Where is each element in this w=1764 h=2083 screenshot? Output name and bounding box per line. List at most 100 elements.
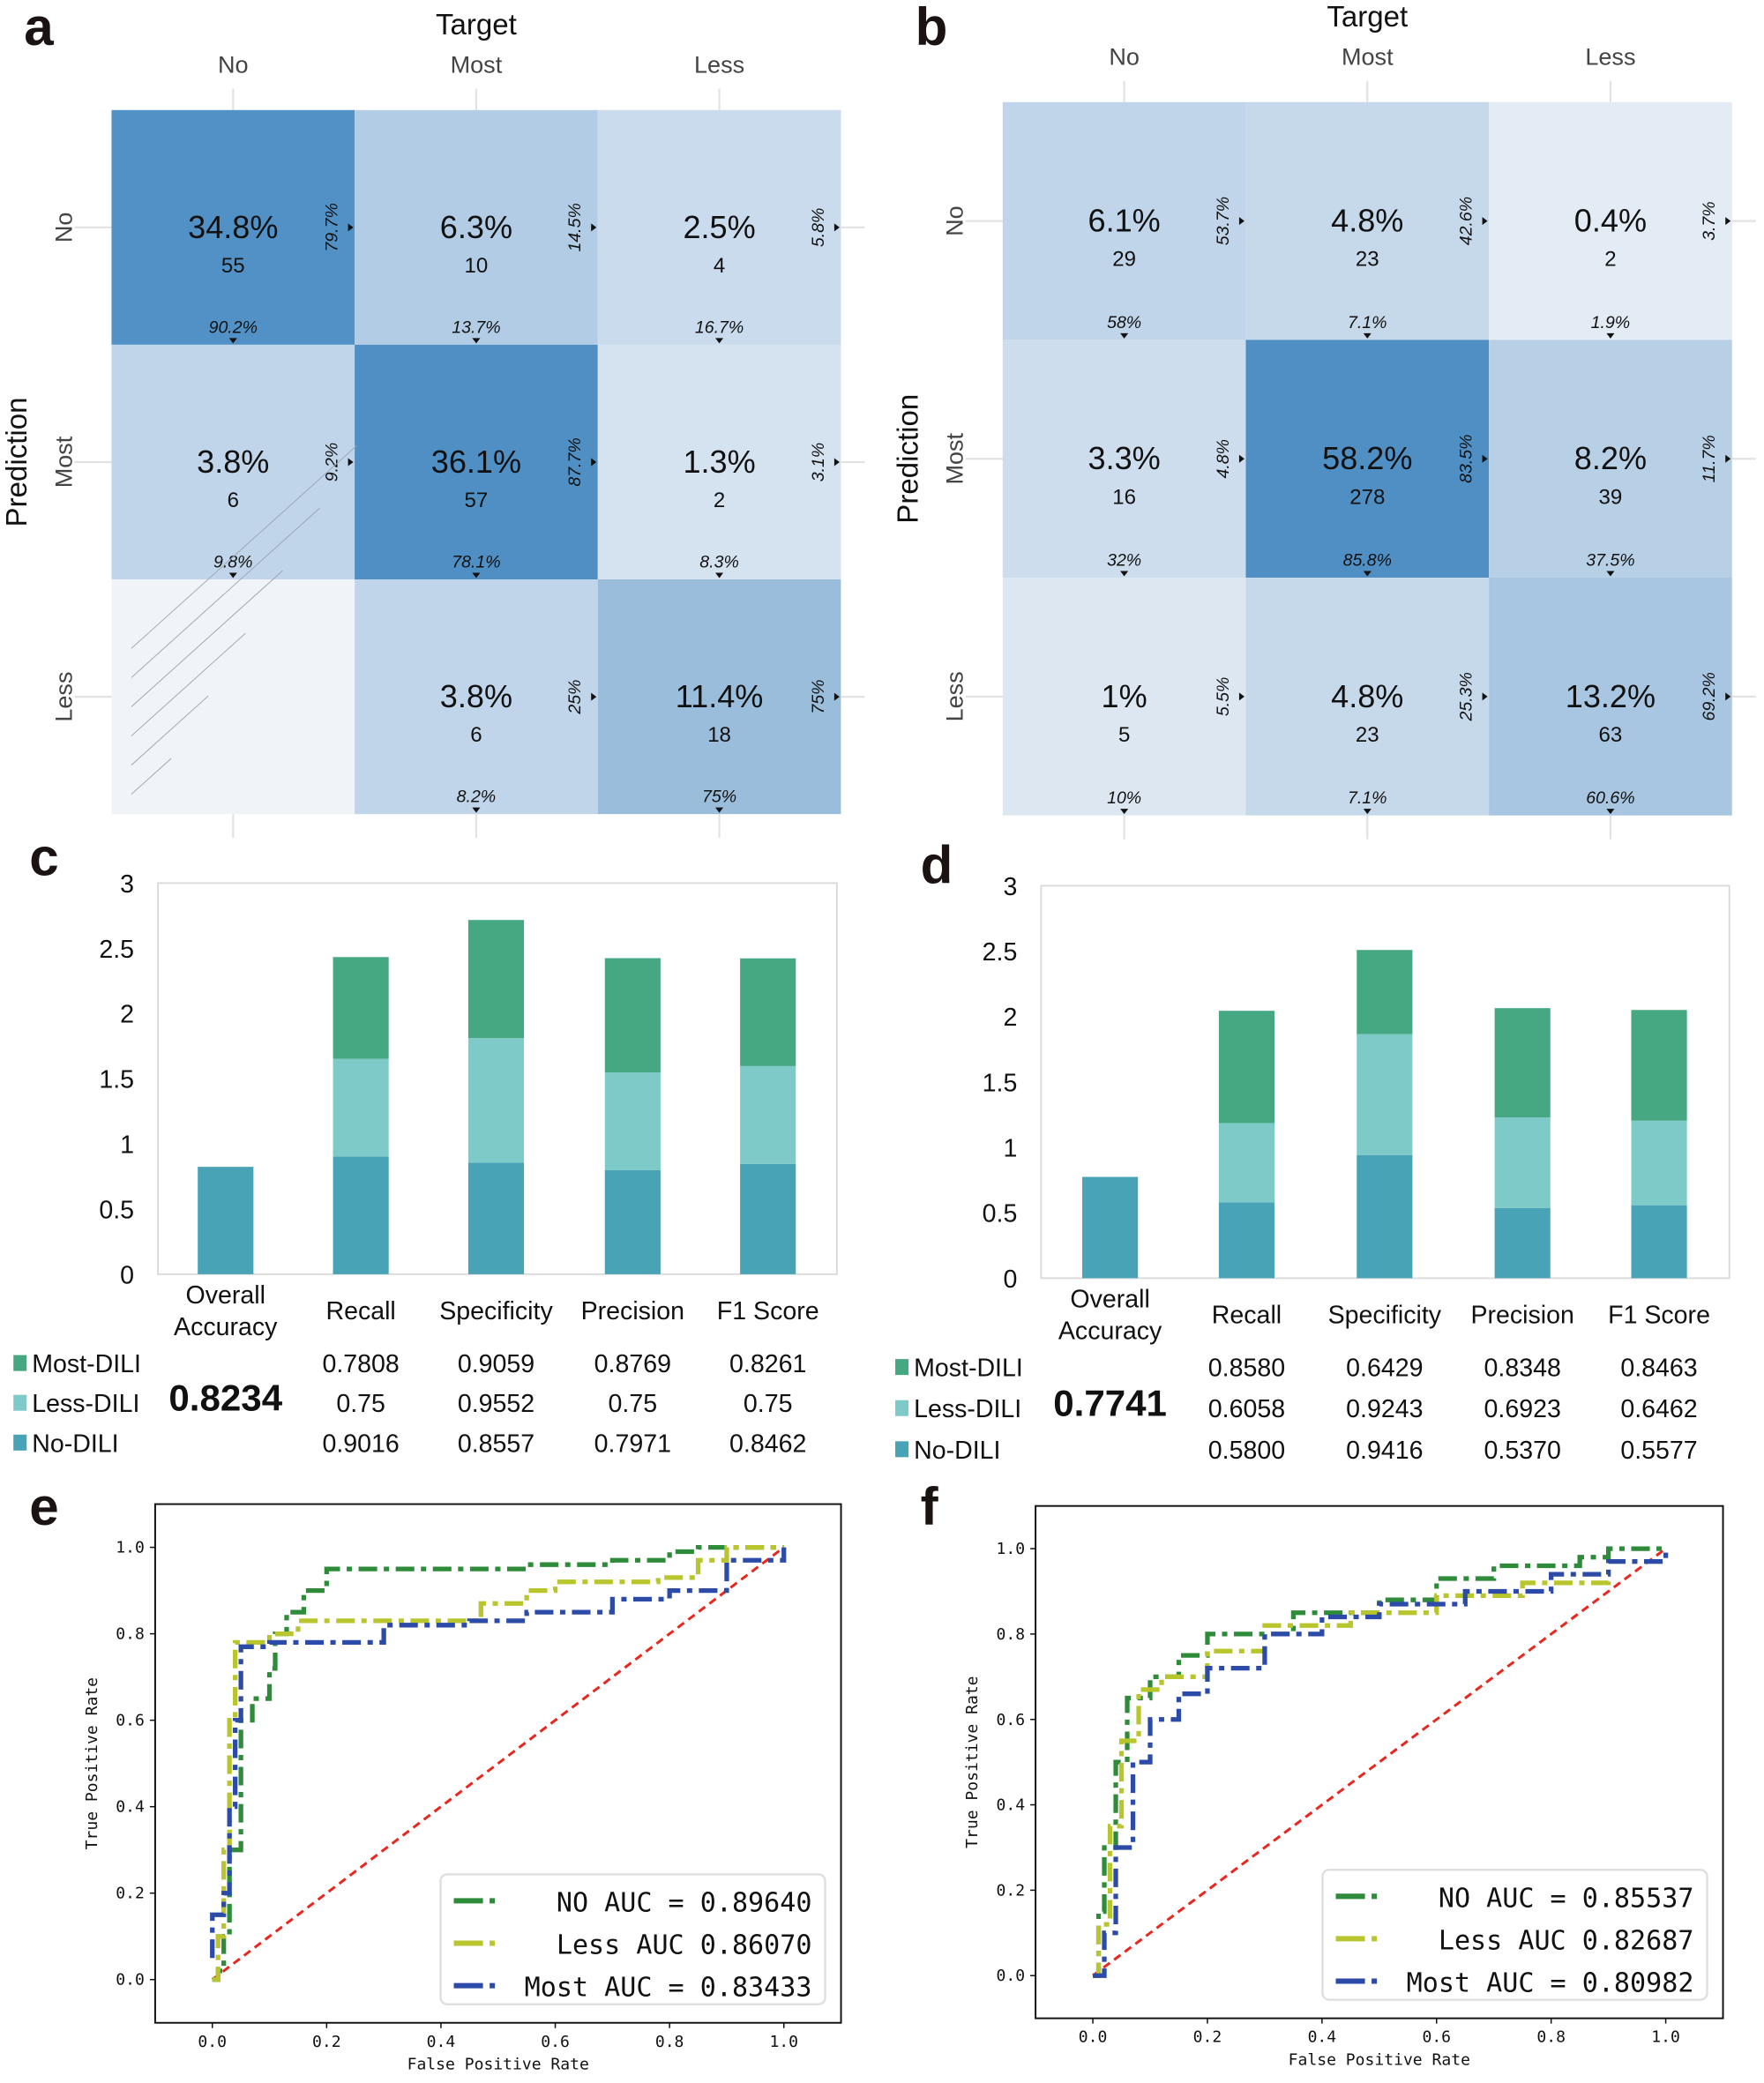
matrix-cell [1245,340,1490,579]
y-tick-label: 1.0 [116,1539,145,1557]
legend-label: Less-DILI [32,1390,139,1418]
column-label: Most [451,52,503,78]
bar-segment-less [467,1038,525,1163]
y-tick-label: 0.2 [996,1881,1025,1900]
y-tick-label: 3 [120,870,134,899]
matrix-cell [1489,578,1732,816]
cell-percent: 58.2% [1322,440,1412,476]
bar-segment-most [1357,950,1413,1034]
confusion-matrix-b: No No Most Most Less Less Target Prediction 6.1%… [893,1,1756,840]
bar-segment-most [333,957,389,1059]
column-label: No [218,52,249,78]
cell-percent: 2.5% [683,209,755,245]
matrix-cell [111,579,355,815]
cell-count: 23 [1356,723,1379,747]
cell-row-percent: 5.5% [1214,677,1233,717]
matrix-cell [1245,101,1490,340]
cell-percent: 36.1% [431,444,521,480]
y-tick-label: 0.4 [116,1798,145,1817]
cell-count: 29 [1112,248,1136,272]
cell-count: 16 [1112,485,1136,509]
matrix-cell [1002,101,1246,340]
matrix-cell [111,344,355,580]
cell-row-percent: 79.7% [323,203,342,251]
bar-segment-no [1494,1207,1551,1279]
bar-segment-no [1357,1154,1413,1279]
x-tick-label: 0.6 [541,2033,570,2051]
arrow-down-icon [715,807,724,813]
table-value: 0.5577 [1620,1437,1697,1465]
arrow-down-icon [1363,571,1372,577]
bar-segment-less [1218,1123,1275,1203]
cell-row-percent: 53.7% [1214,197,1233,245]
category-label: Overall [186,1281,265,1310]
arrow-down-icon [472,338,481,344]
cell-count: 57 [465,489,489,512]
x-tick-label: 0.6 [1422,2028,1451,2047]
legend-label: No-DILI [914,1437,1000,1465]
table-value: 0.8557 [458,1430,534,1458]
matrix-cell [1002,340,1246,579]
category-label: Specificity [439,1297,553,1325]
cell-count: 6 [470,723,482,747]
arrow-right-icon [833,692,840,701]
roc-chart-e: 0.0 0.2 0.4 0.6 0.8 1.0 0.0 0.2 0.4 0.6 0.8 1.0 Fals… [83,1503,842,2073]
table-value: 0.5800 [1208,1437,1285,1465]
arrow-right-icon [591,458,597,467]
cell-count: 23 [1356,248,1379,272]
arrow-right-icon [833,458,840,467]
cell-column-percent: 7.1% [1348,788,1387,808]
table-value: 0.9059 [458,1350,534,1378]
bar-segment-no [1218,1202,1275,1279]
column-label: Less [694,52,744,78]
legend-swatch [895,1441,909,1458]
bar-segment-most [1494,1008,1551,1118]
x-tick-label: 0.0 [1079,2028,1108,2047]
y-tick-label: 0 [1003,1265,1017,1294]
cell-row-percent: 83.5% [1457,435,1476,483]
table-value: 0.9243 [1346,1395,1423,1423]
matrix-cell [597,579,841,815]
matrix-cell [355,344,598,580]
row-label: Less [50,672,77,722]
cell-percent: 4.8% [1331,678,1403,714]
cell-column-percent: 10% [1107,788,1141,808]
hatch-line [131,507,320,678]
y-tick-label: 2 [120,1001,134,1029]
x-tick-label: 0.4 [1308,2028,1337,2047]
cell-percent: 4.8% [1331,203,1403,239]
x-tick-label: 0.0 [198,2033,227,2051]
row-label: No [942,205,968,236]
cell-row-percent: 87.7% [565,437,585,486]
y-tick-label: 0.8 [996,1625,1025,1644]
category-label: Precision [581,1297,684,1325]
bar-chart-c: 0 0.5 1 1.5 2 2.5 3 Overall Accuracy Recall Specif… [13,870,838,1458]
legend-label: Less AUC 0.86070 [557,1930,812,1961]
bar-overall-accuracy [1082,1176,1139,1279]
roc-curve-roc_less [1093,1549,1669,1978]
arrow-right-icon [591,692,597,701]
panel-label: a [24,0,54,56]
matrix-cell [355,109,598,345]
table-value: 0.8769 [594,1350,671,1378]
cell-count: 55 [221,254,245,278]
cell-count: 5 [1118,723,1130,747]
legend-swatch [895,1400,909,1416]
row-label: Most [50,436,77,488]
table-value: 0.8462 [729,1430,806,1458]
arrow-down-icon [715,338,724,344]
overall-accuracy-value: 0.8234 [168,1377,282,1419]
arrow-down-icon [1120,809,1129,815]
matrix-cell [1489,340,1732,579]
cell-row-percent: 75% [809,680,828,714]
cell-percent: 6.3% [440,209,512,245]
table-value: 0.9016 [322,1430,399,1458]
table-value: 0.8261 [729,1350,806,1378]
axis-title-target: Target [436,9,517,41]
table-value: 0.7971 [594,1430,671,1458]
cell-count: 2 [1604,248,1616,272]
cell-row-percent: 11.7% [1700,435,1719,482]
arrow-down-icon [228,338,237,344]
cell-column-percent: 60.6% [1586,788,1634,808]
cell-row-percent: 3.7% [1700,201,1719,241]
